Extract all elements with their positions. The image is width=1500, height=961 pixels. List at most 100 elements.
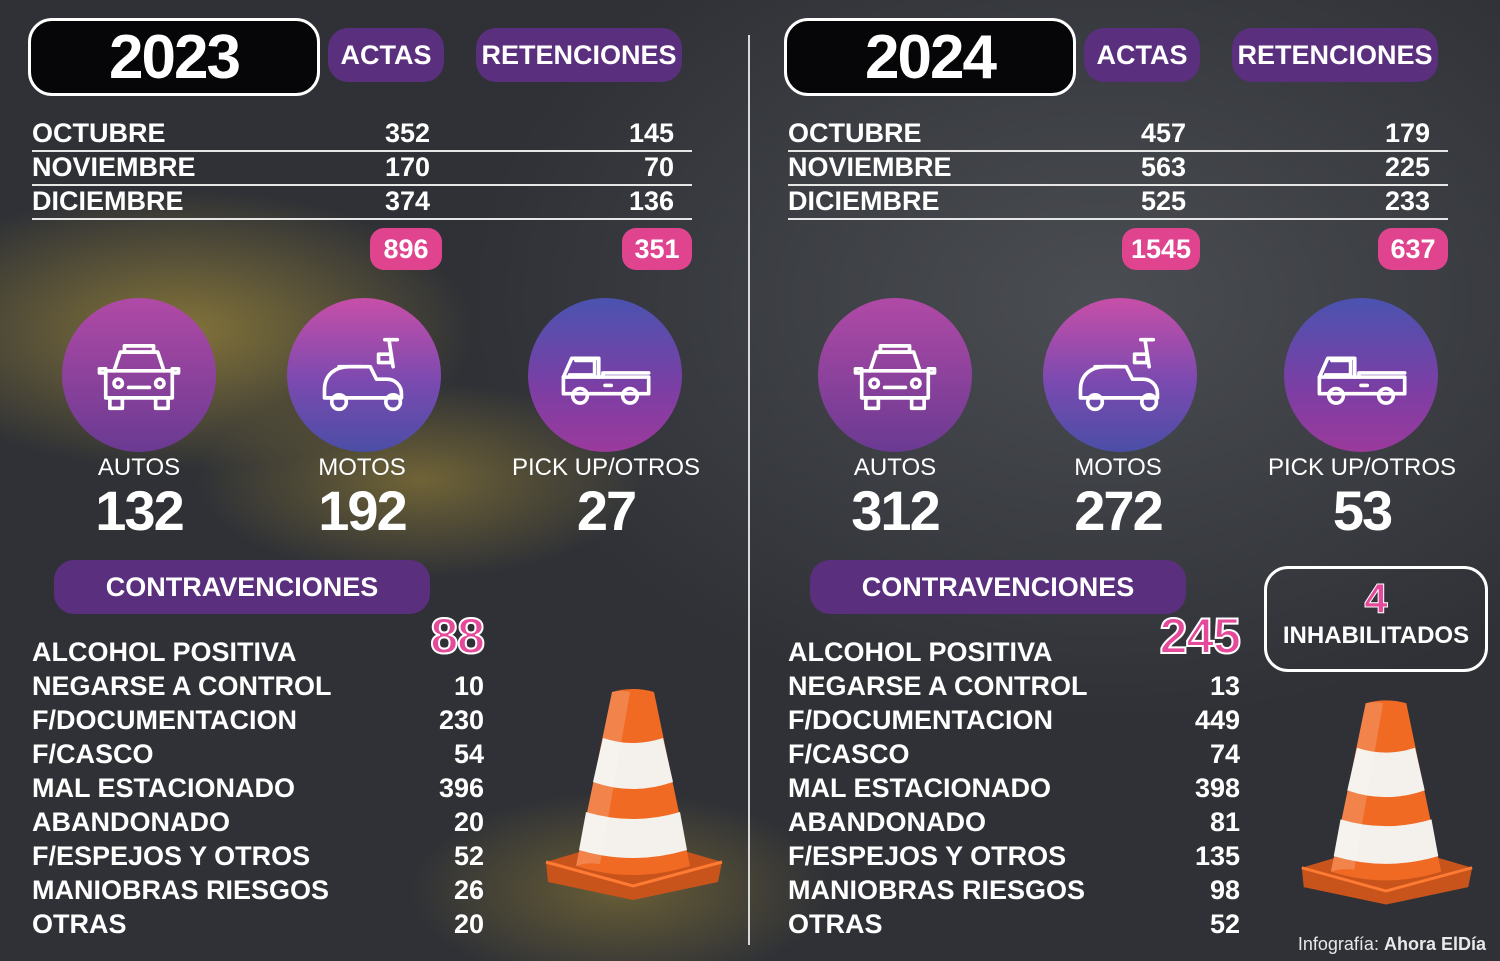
contravencion-row: MANIOBRAS RIESGOS 98 <box>788 875 1240 909</box>
contravencion-value: 135 <box>1194 841 1240 871</box>
pickup-icon <box>1284 298 1438 452</box>
month-retenciones: 70 <box>643 152 674 182</box>
contravencion-name: F/ESPEJOS Y OTROS <box>32 841 311 871</box>
contravencion-row: MAL ESTACIONADO 398 <box>788 773 1240 807</box>
contravencion-name: NEGARSE A CONTROL <box>788 671 1088 701</box>
vehicle-count: 272 <box>1074 479 1163 542</box>
month-actas: 374 <box>384 186 430 216</box>
contravencion-value: 88 <box>429 607 486 665</box>
inhabilitados-box: 4 INHABILITADOS <box>1264 566 1488 672</box>
vehicle-label: AUTOS <box>853 454 937 481</box>
contravencion-value: 20 <box>453 909 484 939</box>
month-actas: 563 <box>1140 152 1186 182</box>
contravencion-name: OTRAS <box>788 909 883 939</box>
actas-header: ACTAS <box>1084 28 1200 82</box>
contravencion-name: ALCOHOL POSITIVA <box>32 637 297 667</box>
contravencion-name: MANIOBRAS RIESGOS <box>32 875 330 905</box>
traffic-cone-icon <box>545 689 723 900</box>
vehicle-label: MOTOS <box>1074 454 1162 481</box>
total-retenciones-badge: 637 <box>1378 228 1448 270</box>
contravencion-row: ALCOHOL POSITIVA 88 <box>32 607 486 671</box>
vehicle-count: 53 <box>1332 479 1393 542</box>
total-actas-badge: 896 <box>370 228 442 270</box>
contravencion-name: F/CASCO <box>32 739 154 769</box>
contravencion-value: 13 <box>1209 671 1240 701</box>
retenciones-header: RETENCIONES <box>476 28 682 82</box>
vehicle-count: 192 <box>318 479 407 542</box>
contravencion-row: ABANDONADO 20 <box>32 807 484 841</box>
contravencion-name: MAL ESTACIONADO <box>32 773 295 803</box>
panel-divider <box>748 35 750 945</box>
contravencion-row: NEGARSE A CONTROL 10 <box>32 671 484 705</box>
contravencion-name: F/ESPEJOS Y OTROS <box>788 841 1067 871</box>
contravencion-value: 10 <box>453 671 484 701</box>
contravencion-value: 449 <box>1194 705 1240 735</box>
actas-header: ACTAS <box>328 28 444 82</box>
month-name: DICIEMBRE <box>32 186 184 216</box>
pickup-icon <box>528 298 682 452</box>
contravencion-row: MANIOBRAS RIESGOS 26 <box>32 875 484 909</box>
contravencion-name: ABANDONADO <box>788 807 986 837</box>
contravencion-name: MANIOBRAS RIESGOS <box>788 875 1086 905</box>
month-name: OCTUBRE <box>788 118 922 148</box>
contravencion-row: OTRAS 52 <box>788 909 1240 943</box>
contravencion-value: 398 <box>1194 773 1240 803</box>
month-retenciones: 136 <box>628 186 674 216</box>
contravencion-value: 52 <box>1209 909 1240 939</box>
vehicle-label: PICK UP/OTROS <box>511 454 701 481</box>
contravencion-row: F/ESPEJOS Y OTROS 52 <box>32 841 484 875</box>
month-retenciones: 145 <box>628 118 674 148</box>
panel-2023: 2023 ACTAS RETENCIONES OCTUBRE 352 145 N… <box>0 0 740 961</box>
contravenciones-header: CONTRAVENCIONES <box>810 560 1186 614</box>
contravencion-row: MAL ESTACIONADO 396 <box>32 773 484 807</box>
contravencion-name: MAL ESTACIONADO <box>788 773 1051 803</box>
vehicle-label: PICK UP/OTROS <box>1267 454 1457 481</box>
month-retenciones: 179 <box>1384 118 1430 148</box>
panel-2024: 2024 ACTAS RETENCIONES OCTUBRE 457 179 N… <box>756 0 1496 961</box>
contravencion-value: 81 <box>1209 807 1240 837</box>
vehicle-label: AUTOS <box>97 454 181 481</box>
credit-source: Ahora ElDía <box>1383 934 1486 954</box>
total-actas-badge: 1545 <box>1122 228 1200 270</box>
total-retenciones-badge: 351 <box>622 228 692 270</box>
contravencion-value: 230 <box>438 705 484 735</box>
contravencion-row: F/DOCUMENTACION 230 <box>32 705 484 739</box>
contravencion-name: ABANDONADO <box>32 807 230 837</box>
month-name: DICIEMBRE <box>788 186 940 216</box>
scooter-icon <box>287 298 441 452</box>
vehicle-count: 312 <box>851 479 940 542</box>
contravencion-row: ALCOHOL POSITIVA 245 <box>788 607 1242 671</box>
contravencion-row: F/ESPEJOS Y OTROS 135 <box>788 841 1240 875</box>
month-actas: 457 <box>1140 118 1186 148</box>
scooter-icon <box>1043 298 1197 452</box>
month-actas: 352 <box>384 118 430 148</box>
month-row: NOVIEMBRE 170 70 <box>32 150 692 186</box>
month-row: NOVIEMBRE 563 225 <box>788 150 1448 186</box>
contravencion-value: 52 <box>453 841 484 871</box>
contravencion-name: F/DOCUMENTACION <box>788 705 1053 735</box>
contravenciones-header: CONTRAVENCIONES <box>54 560 430 614</box>
contravencion-row: ABANDONADO 81 <box>788 807 1240 841</box>
contravencion-name: ALCOHOL POSITIVA <box>788 637 1053 667</box>
credit-prefix: Infografía: <box>1297 934 1379 954</box>
vehicle-count: 132 <box>95 479 184 542</box>
contravencion-row: OTRAS 20 <box>32 909 484 943</box>
month-retenciones: 225 <box>1384 152 1430 182</box>
contravencion-name: OTRAS <box>32 909 127 939</box>
retenciones-header: RETENCIONES <box>1232 28 1438 82</box>
credit-line: Infografía: Ahora ElDía <box>1298 934 1486 955</box>
car-icon <box>818 298 972 452</box>
contravencion-value: 26 <box>453 875 484 905</box>
contravencion-value: 245 <box>1159 607 1242 665</box>
month-name: OCTUBRE <box>32 118 166 148</box>
year-badge: 2023 <box>28 18 320 96</box>
contravencion-row: F/DOCUMENTACION 449 <box>788 705 1240 739</box>
contravencion-row: F/CASCO 74 <box>788 739 1240 773</box>
vehicle-label: MOTOS <box>318 454 406 481</box>
month-row: OCTUBRE 457 179 <box>788 116 1448 152</box>
month-row: DICIEMBRE 374 136 <box>32 184 692 220</box>
contravencion-row: NEGARSE A CONTROL 13 <box>788 671 1240 705</box>
contravencion-value: 20 <box>453 807 484 837</box>
month-retenciones: 233 <box>1384 186 1430 216</box>
month-row: OCTUBRE 352 145 <box>32 116 692 152</box>
